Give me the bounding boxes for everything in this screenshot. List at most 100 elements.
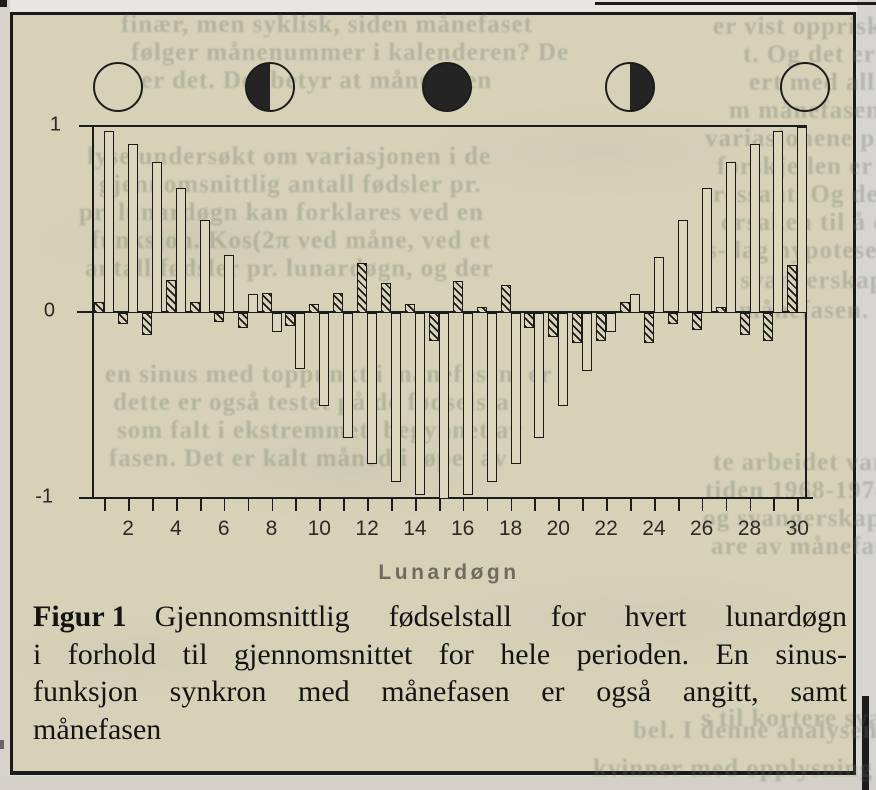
x-axis-title: Lunardøgn (378, 561, 520, 584)
births-bar-day-24 (643, 313, 654, 343)
sinus-bar-day-9 (295, 313, 306, 369)
x-tick-day-5 (199, 498, 202, 511)
bleed-text-fragment: dette er også testet på de fødselsta (113, 389, 510, 416)
y-axis-line (92, 125, 94, 499)
bleed-text-fragment: antall fødsler pr. lunardøgn, og der (85, 255, 494, 282)
births-bar-day-6 (213, 313, 224, 323)
x-tick-label-6: 6 (217, 517, 230, 540)
bleed-text-fragment: gjennomsnittlig antall fødsler pr. (99, 171, 482, 198)
births-bar-day-4 (165, 279, 176, 313)
x-tick-day-10 (319, 498, 322, 511)
x-tick-day-19 (534, 498, 537, 511)
births-bar-day-22 (596, 313, 607, 341)
x-tick-label-22: 22 (594, 517, 618, 540)
sinus-bar-day-15 (438, 313, 449, 499)
x-tick-day-13 (391, 498, 393, 511)
x-tick-label-30: 30 (785, 517, 809, 540)
x-tick-day-7 (247, 498, 250, 511)
x-tick-label-18: 18 (498, 517, 523, 540)
x-tick-day-21 (582, 498, 584, 511)
bleed-text-fragment: variasjonene på (4-6). (705, 125, 876, 152)
bleed-text-fragment: ressant. Og det er (713, 181, 876, 208)
sinus-bar-day-22 (606, 313, 617, 332)
sinus-bar-day-10 (319, 313, 330, 406)
x-tick-day-14 (414, 498, 417, 511)
x-tick-label-24: 24 (642, 517, 666, 540)
sinus-bar-day-16 (462, 313, 473, 496)
sinus-bar-day-23 (630, 294, 640, 313)
sinus-bar-day-6 (223, 255, 234, 313)
x-tick-day-26 (701, 498, 704, 511)
sinus-bar-day-18 (510, 313, 521, 464)
plot-right-border (805, 311, 807, 499)
births-bar-day-28 (739, 313, 750, 336)
sinus-bar-day-5 (199, 220, 210, 313)
bleed-text-fragment: s til kortere svan- (701, 705, 876, 732)
moon-first-quarter-icon (605, 62, 655, 112)
births-bar-day-27 (715, 307, 726, 313)
sinus-bar-day-1 (104, 130, 115, 313)
x-tick-label-26: 26 (690, 517, 714, 540)
x-tick-day-23 (630, 498, 632, 511)
x-tick-label-4: 4 (170, 517, 182, 540)
sinus-bar-day-24 (653, 257, 664, 313)
x-tick-label-28: 28 (737, 517, 762, 540)
x-tick-day-20 (558, 498, 561, 511)
x-tick-label-10: 10 (307, 517, 331, 540)
caption-text-1: Gjennomsnittlig fødselstall for hvert lu… (154, 600, 847, 633)
births-bar-day-25 (667, 313, 678, 325)
sinus-bar-day-30 (797, 127, 808, 313)
births-bar-day-16 (452, 281, 463, 313)
x-tick-day-15 (438, 498, 441, 511)
x-tick-label-14: 14 (403, 517, 427, 540)
births-bar-day-14 (404, 303, 415, 313)
bleed-text-fragment: pr. lunardøgn kan forklares ved en (79, 199, 484, 226)
sinus-bar-day-11 (343, 313, 354, 438)
scan-margin-right (857, 0, 876, 790)
births-bar-day-2 (118, 313, 129, 325)
figure-frame: finær, men syklisk, siden månefaset følge… (10, 11, 876, 782)
x-tick-label-2: 2 (122, 517, 134, 540)
births-bar-day-17 (476, 307, 487, 313)
y-tick-label-minus-one: -1 (35, 485, 53, 508)
bleed-text-fragment: finær, men syklisk, siden månefaset (121, 11, 533, 38)
sinus-bar-day-29 (773, 130, 784, 313)
x-tick-day-6 (223, 498, 226, 511)
x-tick-day-3 (152, 498, 154, 511)
x-tick-day-27 (725, 498, 728, 511)
sinus-bar-day-4 (175, 188, 186, 313)
caption-line-4: månefasen (33, 712, 162, 746)
x-tick-label-12: 12 (355, 517, 379, 540)
scan-margin-left (0, 0, 10, 790)
sinus-bar-day-12 (367, 313, 378, 464)
x-tick-day-30 (797, 498, 800, 511)
x-tick-day-25 (677, 498, 680, 511)
x-tick-day-8 (271, 498, 274, 511)
births-bar-day-18 (500, 285, 511, 313)
bleed-text-fragment: bel. I denne analysen inngår (633, 717, 876, 744)
x-tick-label-8: 8 (265, 517, 278, 540)
sinus-bar-day-25 (677, 220, 688, 313)
bleed-text-fragment: tiden 1968-1974 født (705, 477, 876, 504)
x-tick-day-2 (128, 498, 130, 511)
births-bar-day-1 (94, 301, 105, 313)
x-tick-label-20: 20 (546, 517, 570, 540)
caption-line-1: Figur 1 Gjennomsnittlig fødselstall for … (33, 598, 847, 636)
x-tick-day-28 (749, 498, 752, 511)
moon-full-icon (93, 62, 143, 112)
scan-artifact-top-line (595, 2, 876, 5)
sinus-bar-day-21 (582, 313, 593, 371)
births-bar-day-5 (189, 301, 200, 313)
sinus-bar-day-7 (247, 294, 258, 313)
figure-caption: Figur 1 Gjennomsnittlig fødselstall for … (33, 598, 847, 748)
scan-margin-bottom (0, 776, 876, 790)
zero-baseline (77, 311, 807, 313)
bleed-text-fragment: og svangerskapsva- (703, 505, 876, 532)
scan-artifact-right-bar (862, 696, 869, 790)
x-tick-day-9 (295, 498, 298, 511)
caption-line-3: funksjon synkron med månefasen er også a… (33, 675, 847, 708)
sinus-bar-day-28 (749, 143, 760, 313)
figure-number-label: Figur 1 (33, 600, 127, 633)
x-tick-day-4 (175, 498, 178, 511)
